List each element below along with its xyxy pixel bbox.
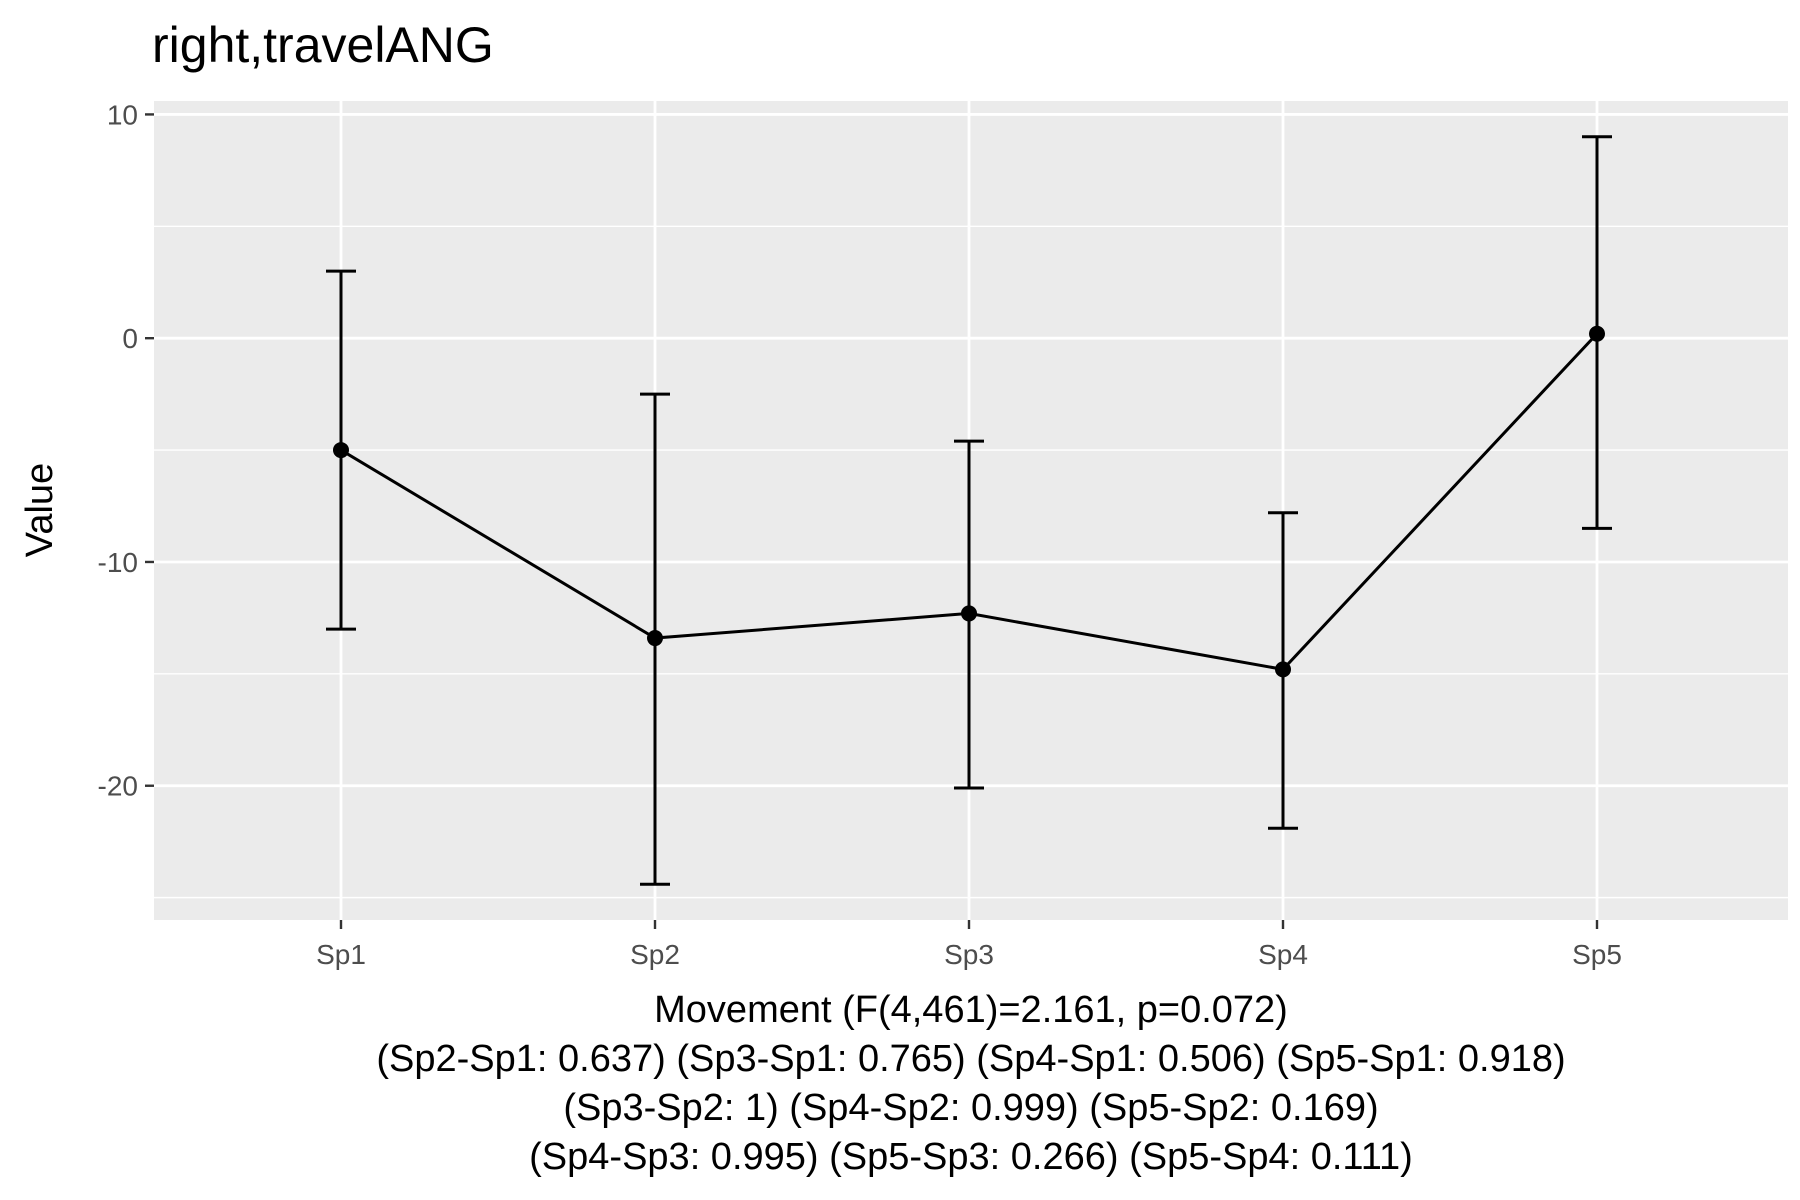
data-point-sp5 xyxy=(1589,325,1605,342)
data-points xyxy=(333,325,1605,678)
x-tick-label: Sp3 xyxy=(944,939,994,970)
y-tick-label: -20 xyxy=(98,771,138,802)
y-tick-label: -10 xyxy=(98,547,138,578)
plot-panel xyxy=(154,101,1788,920)
data-point-sp2 xyxy=(647,630,663,647)
data-point-sp1 xyxy=(333,442,349,459)
chart-title: right,travelANG xyxy=(152,17,494,73)
x-tick-label: Sp4 xyxy=(1258,939,1308,970)
data-point-sp3 xyxy=(961,605,977,622)
y-tick-labels: 10 0 -10 -20 xyxy=(98,99,138,801)
y-axis-title: Value xyxy=(19,463,61,557)
x-tick-label: Sp1 xyxy=(316,939,366,970)
x-axis-title-line: (Sp4-Sp3: 0.995) (Sp5-Sp3: 0.266) (Sp5-S… xyxy=(529,1136,1413,1178)
x-axis-title-line: (Sp2-Sp1: 0.637) (Sp3-Sp1: 0.765) (Sp4-S… xyxy=(376,1038,1565,1080)
x-axis-title-line: (Sp3-Sp2: 1) (Sp4-Sp2: 0.999) (Sp5-Sp2: … xyxy=(563,1087,1378,1129)
x-tick-label: Sp5 xyxy=(1572,939,1622,970)
y-tick-label: 0 xyxy=(122,323,138,354)
x-tick-label: Sp2 xyxy=(630,939,680,970)
axis-ticks xyxy=(145,113,1599,929)
data-point-sp4 xyxy=(1275,661,1291,678)
x-axis-title-line: Movement (F(4,461)=2.161, p=0.072) xyxy=(654,989,1288,1031)
x-tick-labels: Sp1 Sp2 Sp3 Sp4 Sp5 xyxy=(316,939,1622,970)
x-axis-title: Movement (F(4,461)=2.161, p=0.072) (Sp2-… xyxy=(376,989,1565,1178)
y-tick-label: 10 xyxy=(107,99,138,130)
